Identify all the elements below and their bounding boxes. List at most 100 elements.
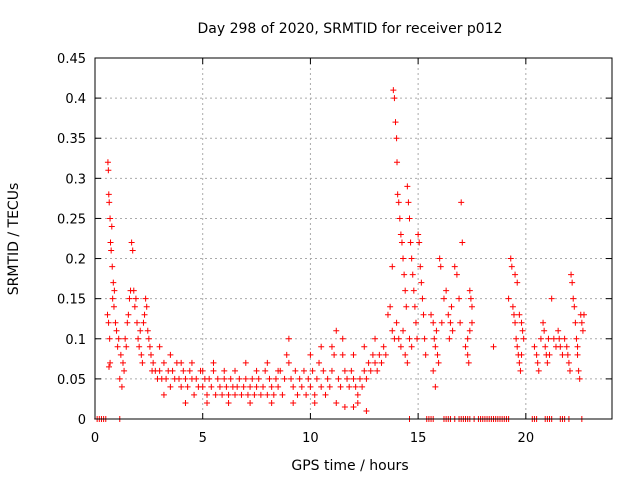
data-point (350, 375, 357, 382)
data-point (264, 391, 271, 398)
data-point (288, 375, 295, 382)
data-point (580, 311, 587, 318)
axis-ticks: 0 0.05 0.1 0.15 0.2 0.25 0.3 0.35 0.4 0.45 0 5 10 15 2… (57, 52, 612, 446)
data-point (144, 327, 151, 334)
data-point (328, 367, 335, 374)
data-point (394, 159, 401, 166)
data-point (405, 199, 412, 206)
data-point (563, 343, 570, 350)
data-point (199, 367, 206, 374)
data-point (363, 375, 370, 382)
plot-frame (94, 57, 613, 420)
data-point (432, 383, 439, 390)
data-point (341, 403, 348, 410)
data-point (221, 367, 228, 374)
data-point (232, 367, 239, 374)
data-point (333, 327, 340, 334)
data-point (290, 383, 297, 390)
data-point (434, 351, 441, 358)
data-point (394, 191, 401, 198)
data-point (516, 311, 523, 318)
data-point (135, 335, 142, 342)
data-point (468, 303, 475, 310)
data-point (378, 359, 385, 366)
data-point (468, 319, 475, 326)
data-point (380, 343, 387, 350)
data-point (193, 375, 200, 382)
data-point (428, 311, 435, 318)
data-point (432, 343, 439, 350)
data-point (236, 375, 243, 382)
data-point (106, 199, 113, 206)
data-point (568, 271, 575, 278)
data-point (160, 391, 167, 398)
data-point (140, 319, 147, 326)
data-point (466, 327, 473, 334)
data-point (255, 375, 262, 382)
data-point (341, 367, 348, 374)
data-point (232, 391, 239, 398)
data-point (451, 263, 458, 270)
y-tick-label: 0 (78, 413, 86, 428)
data-point (238, 391, 245, 398)
data-point (575, 367, 582, 374)
data-point (160, 359, 167, 366)
data-point (240, 383, 247, 390)
data-point (548, 295, 555, 302)
data-point (333, 399, 340, 406)
data-point (109, 295, 116, 302)
data-point (180, 367, 187, 374)
data-point (490, 343, 497, 350)
data-point (285, 335, 292, 342)
data-point (142, 295, 149, 302)
data-point (561, 335, 568, 342)
data-point (545, 335, 552, 342)
data-point (262, 367, 269, 374)
data-point (354, 391, 361, 398)
data-point (307, 383, 314, 390)
data-point (462, 343, 469, 350)
data-point (216, 383, 223, 390)
data-point (251, 391, 258, 398)
data-point (210, 359, 217, 366)
data-point (313, 375, 320, 382)
data-point (542, 343, 549, 350)
data-point (108, 223, 115, 230)
data-point (208, 383, 215, 390)
data-point (167, 383, 174, 390)
y-tick-label: 0.1 (65, 333, 86, 348)
data-point (307, 351, 314, 358)
data-point (182, 399, 189, 406)
data-point (348, 367, 355, 374)
data-point (448, 303, 455, 310)
data-point (324, 375, 331, 382)
data-point (121, 367, 128, 374)
data-point (570, 295, 577, 302)
data-point (541, 327, 548, 334)
data-point (118, 383, 125, 390)
data-point (328, 343, 335, 350)
data-point (128, 239, 135, 246)
data-point (114, 343, 121, 350)
data-point (419, 295, 426, 302)
data-point (534, 359, 541, 366)
y-tick-label: 0.3 (65, 172, 86, 187)
data-point (519, 327, 526, 334)
data-point (145, 335, 152, 342)
data-point (420, 311, 427, 318)
data-point (298, 383, 305, 390)
data-point (268, 399, 275, 406)
y-tick-label: 0.2 (65, 253, 86, 268)
data-point (268, 383, 275, 390)
data-point (544, 359, 551, 366)
data-point (138, 351, 145, 358)
data-point (540, 319, 547, 326)
data-point (398, 239, 405, 246)
data-point (212, 391, 219, 398)
data-point (430, 319, 437, 326)
data-point (410, 287, 417, 294)
data-point (116, 375, 123, 382)
data-point (566, 367, 573, 374)
data-point (359, 383, 366, 390)
data-point (178, 383, 185, 390)
